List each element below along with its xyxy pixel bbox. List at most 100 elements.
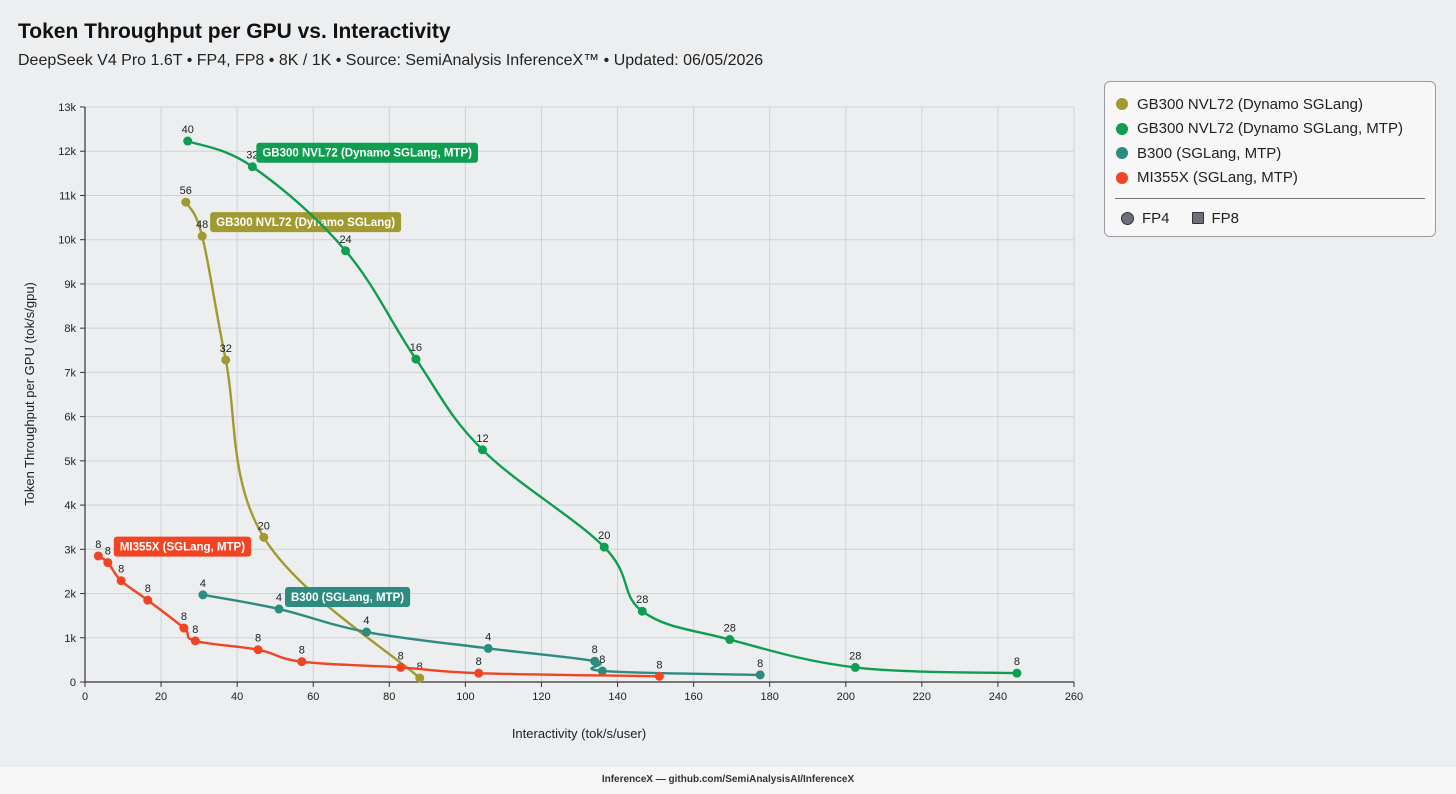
x-tick-label: 200 [837, 691, 855, 703]
data-label: 8 [192, 624, 198, 636]
data-label: 8 [398, 650, 404, 662]
data-point[interactable] [474, 668, 484, 678]
data-label: 8 [118, 564, 124, 576]
callout-text: MI355X (SGLang, MTP) [120, 542, 245, 554]
y-tick-label: 9k [64, 279, 76, 291]
series-line [187, 139, 1017, 675]
data-point[interactable] [198, 590, 208, 600]
y-tick-label: 12k [58, 146, 76, 158]
legend-precision-key: FP4 FP8 [1115, 207, 1425, 229]
y-tick-label: 11k [59, 190, 76, 202]
data-label: 20 [598, 530, 610, 542]
data-point[interactable] [103, 558, 113, 568]
series-1: 40 32 24 16 12 20 28 28 28 8 GB300 NVL72 (Dynamo S… [182, 124, 1022, 678]
data-label: 28 [636, 594, 648, 606]
data-label: 48 [196, 219, 208, 231]
x-tick-label: 60 [307, 691, 319, 703]
callout-text: B300 (SGLang, MTP) [291, 592, 404, 604]
x-tick-label: 20 [155, 691, 167, 703]
legend-label: GB300 NVL72 (Dynamo SGLang) [1137, 95, 1363, 113]
data-point[interactable] [590, 656, 600, 666]
data-point[interactable] [637, 606, 647, 616]
data-point[interactable] [297, 657, 307, 667]
legend-label: GB300 NVL72 (Dynamo SGLang, MTP) [1137, 120, 1403, 138]
callout-box [284, 587, 411, 608]
data-point[interactable] [599, 542, 609, 552]
data-point[interactable] [221, 355, 231, 365]
data-point[interactable] [179, 623, 189, 633]
chart-subtitle: DeepSeek V4 Pro 1.6T • FP4, FP8 • 8K / 1… [18, 52, 764, 69]
legend-label: B300 (SGLang, MTP) [1137, 144, 1282, 162]
series-callout: GB300 NVL72 (Dynamo SGLang, MTP) [256, 142, 478, 163]
footer-text: InferenceX — github.com/SemiAnalysisAI/I… [601, 774, 855, 785]
data-point[interactable] [850, 662, 860, 672]
series-callout: B300 (SGLang, MTP) [284, 587, 411, 608]
legend-swatch-b300 [1116, 147, 1128, 160]
data-point[interactable] [483, 643, 493, 653]
data-point[interactable] [654, 671, 664, 681]
y-tick-label: 7k [64, 367, 76, 379]
x-tick-label: 180 [761, 691, 779, 703]
data-point[interactable] [725, 635, 735, 645]
data-point[interactable] [1012, 668, 1022, 678]
data-point[interactable] [755, 670, 765, 680]
fp8-square-icon [1191, 212, 1204, 224]
data-point[interactable] [93, 551, 103, 561]
x-tick-label: 40 [231, 691, 243, 703]
x-tick-label: 100 [456, 691, 474, 703]
fp4-circle-icon [1121, 211, 1134, 225]
y-tick-label: 8k [64, 323, 76, 335]
data-point[interactable] [415, 673, 425, 683]
data-label: 32 [246, 150, 258, 162]
series-callout: MI355X (SGLang, MTP) [113, 536, 252, 557]
data-label: 20 [258, 520, 270, 532]
legend-item-gb300-sglang-mtp[interactable]: GB300 NVL72 (Dynamo SGLang, MTP) [1115, 117, 1425, 142]
legend-item-gb300-sglang[interactable]: GB300 NVL72 (Dynamo SGLang) [1115, 92, 1425, 117]
data-point[interactable] [190, 636, 200, 646]
data-label: 8 [299, 645, 305, 657]
legend-label: MI355X (SGLang, MTP) [1137, 169, 1298, 187]
data-label: 8 [1014, 656, 1020, 668]
callout-box [210, 212, 402, 233]
legend-item-mi355x[interactable]: MI355X (SGLang, MTP) [1115, 166, 1425, 191]
data-point[interactable] [274, 604, 284, 614]
data-point[interactable] [478, 445, 488, 455]
data-label: 28 [724, 623, 736, 635]
chart-title: Token Throughput per GPU vs. Interactivi… [18, 20, 451, 43]
data-point[interactable] [197, 231, 207, 241]
y-tick-label: 2k [64, 589, 76, 601]
data-point[interactable] [259, 532, 269, 542]
data-label: 4 [276, 592, 282, 604]
callout-box [256, 142, 478, 163]
data-label: 24 [339, 234, 351, 246]
x-tick-label: 260 [1065, 691, 1083, 703]
data-point[interactable] [181, 197, 191, 207]
data-label: 4 [363, 615, 369, 627]
data-label: 8 [105, 546, 111, 558]
data-point[interactable] [253, 645, 263, 655]
y-tick-label: 13k [58, 102, 76, 114]
data-point[interactable] [183, 136, 193, 146]
legend-item-b300[interactable]: B300 (SGLang, MTP) [1115, 141, 1425, 166]
data-label: 8 [476, 656, 482, 668]
x-tick-label: 220 [913, 691, 931, 703]
data-label: 4 [200, 578, 206, 590]
x-tick-label: 80 [383, 691, 395, 703]
x-tick-label: 140 [608, 691, 626, 703]
x-tick-label: 160 [684, 691, 702, 703]
data-point[interactable] [396, 662, 406, 672]
data-point[interactable] [341, 246, 351, 256]
y-tick-label: 0 [70, 677, 76, 689]
data-point[interactable] [143, 595, 153, 605]
data-point[interactable] [247, 162, 257, 172]
data-label: 8 [592, 644, 598, 656]
data-point[interactable] [361, 627, 371, 637]
data-label: 8 [599, 654, 605, 666]
fp8-label: FP8 [1211, 209, 1240, 227]
data-point[interactable] [597, 666, 607, 676]
y-tick-label: 10k [58, 235, 76, 247]
data-point[interactable] [411, 354, 421, 364]
data-point[interactable] [116, 576, 126, 586]
series-callout: GB300 NVL72 (Dynamo SGLang) [210, 212, 402, 233]
